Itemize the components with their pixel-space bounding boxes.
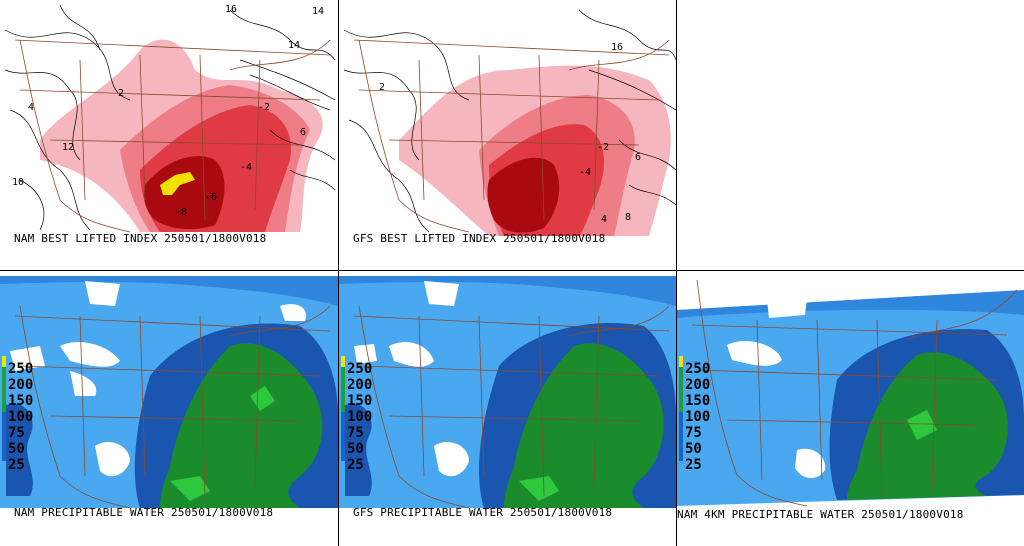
pw-legend-label: 200 bbox=[8, 377, 34, 393]
pw-dry-region bbox=[85, 281, 120, 306]
pw-green-region bbox=[160, 343, 323, 508]
pw-dry-region bbox=[10, 346, 45, 371]
contour-label: 2 bbox=[379, 82, 385, 93]
pw-legend-label: 100 bbox=[685, 409, 711, 425]
contour-label: 4 bbox=[601, 214, 607, 225]
panel-divider bbox=[676, 0, 677, 546]
pw-legend-label: 50 bbox=[685, 441, 702, 457]
contour-label: 14 bbox=[288, 40, 300, 51]
contour-label: 6 bbox=[635, 152, 641, 163]
pw-legend-label: 75 bbox=[347, 425, 364, 441]
pw-legend-label: 150 bbox=[8, 393, 34, 409]
pw-dry-region bbox=[424, 281, 459, 306]
contour-label: 16 bbox=[611, 42, 623, 53]
panel-caption: NAM 4KM PRECIPITABLE WATER 250501/1800V0… bbox=[677, 508, 964, 521]
contour-label: 2 bbox=[118, 88, 124, 99]
pw-legend-colorbar bbox=[679, 356, 683, 496]
empty-panel bbox=[677, 0, 1024, 270]
contour-label: 14 bbox=[312, 6, 324, 17]
pw-dry-region bbox=[727, 340, 782, 366]
pw-dry-region bbox=[60, 341, 120, 367]
pw-legend-label: 25 bbox=[347, 457, 364, 473]
panel-caption: GFS BEST LIFTED INDEX 250501/1800V018 bbox=[353, 232, 606, 245]
pw-legend-label: 250 bbox=[685, 361, 711, 377]
pw-legend-label: 250 bbox=[8, 361, 34, 377]
pw-green-region bbox=[504, 343, 664, 508]
nam-precipitable-water-panel: 250 200 150 100 75 50 25 NAM PRECIPITABL… bbox=[0, 276, 338, 546]
pw-legend-label: 50 bbox=[8, 441, 25, 457]
pw-dry-region bbox=[767, 298, 807, 318]
pw-legend-label: 200 bbox=[685, 377, 711, 393]
pw-legend-label: 200 bbox=[347, 377, 373, 393]
pw-legend-label: 100 bbox=[8, 409, 34, 425]
contour-label: -4 bbox=[579, 167, 591, 178]
pw-dry-region bbox=[95, 441, 130, 477]
contour-label: 8 bbox=[625, 212, 631, 223]
pw-legend-label: 75 bbox=[685, 425, 702, 441]
panel-caption: GFS PRECIPITABLE WATER 250501/1800V018 bbox=[353, 506, 613, 519]
gfs-lifted-index-map: 16 -2 -4 6 8 4 2 bbox=[339, 0, 676, 236]
contour-label: -4 bbox=[240, 162, 252, 173]
pw-legend-colorbar bbox=[2, 356, 6, 496]
contour-label: 10 bbox=[12, 177, 24, 188]
contour-label: 12 bbox=[62, 142, 74, 153]
contour-label: 6 bbox=[300, 127, 306, 138]
pw-dry-region bbox=[389, 341, 434, 367]
contour-label: -2 bbox=[258, 102, 270, 113]
pw-legend-colorbar bbox=[341, 356, 345, 496]
pw-dry-region bbox=[795, 448, 826, 479]
gfs-lifted-index-panel: 16 -2 -4 6 8 4 2 GFS BEST LIFTED INDEX 2… bbox=[339, 0, 676, 270]
li-extreme-region bbox=[160, 172, 195, 195]
nam-lifted-index-panel: 16 14 14 2 4 6 10 12 -2 -4 -6 -8 NAM BES… bbox=[0, 0, 338, 270]
nam4km-pw-map bbox=[677, 270, 1024, 506]
pw-legend-label: 25 bbox=[8, 457, 25, 473]
li-dark-region bbox=[143, 156, 225, 230]
pw-dry-region bbox=[434, 441, 469, 477]
pw-dry-region bbox=[354, 344, 377, 364]
contour-label: -8 bbox=[175, 207, 187, 218]
pw-legend-label: 150 bbox=[685, 393, 711, 409]
panel-divider bbox=[0, 270, 1024, 271]
pw-legend-label: 250 bbox=[347, 361, 373, 377]
nam-pw-map bbox=[0, 276, 338, 508]
contour-label: 4 bbox=[28, 102, 34, 113]
pw-legend-label: 150 bbox=[347, 393, 373, 409]
pw-legend-label: 75 bbox=[8, 425, 25, 441]
pw-legend: 250 200 150 100 75 50 25 bbox=[679, 356, 719, 496]
contour-label: -6 bbox=[205, 192, 217, 203]
panel-divider bbox=[338, 0, 339, 546]
pw-legend-label: 25 bbox=[685, 457, 702, 473]
gfs-pw-map bbox=[339, 276, 676, 508]
panel-caption: NAM PRECIPITABLE WATER 250501/1800V018 bbox=[14, 506, 274, 519]
pw-legend: 250 200 150 100 75 50 25 bbox=[2, 356, 42, 496]
pw-dry-region bbox=[70, 371, 97, 396]
contour-label: -2 bbox=[597, 142, 609, 153]
li-dark-region bbox=[487, 157, 560, 233]
contour-label: 16 bbox=[225, 4, 237, 15]
pw-legend: 250 200 150 100 75 50 25 bbox=[341, 356, 381, 496]
nam-lifted-index-map: 16 14 14 2 4 6 10 12 -2 -4 -6 -8 bbox=[0, 0, 338, 236]
pw-legend-label: 100 bbox=[347, 409, 373, 425]
nam4km-precipitable-water-panel: 250 200 150 100 75 50 25 NAM 4KM PRECIPI… bbox=[677, 270, 1024, 546]
pw-legend-label: 50 bbox=[347, 441, 364, 457]
pw-dry-region bbox=[280, 304, 306, 321]
gfs-precipitable-water-panel: 250 200 150 100 75 50 25 GFS PRECIPITABL… bbox=[339, 276, 676, 546]
panel-caption: NAM BEST LIFTED INDEX 250501/1800V018 bbox=[14, 232, 267, 245]
